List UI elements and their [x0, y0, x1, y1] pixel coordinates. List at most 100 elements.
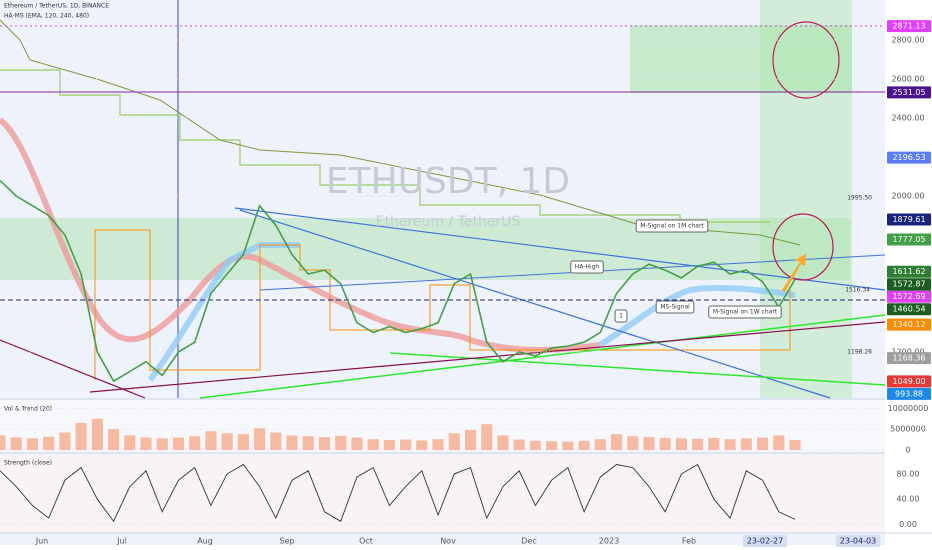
x-tick-label: 23-02-27	[747, 537, 783, 546]
volume-bar	[108, 429, 120, 450]
volume-bar	[0, 435, 6, 450]
volume-bar	[692, 438, 704, 450]
price-tag-label: 1049.00	[892, 377, 925, 386]
volume-bar	[416, 440, 428, 450]
annotation-box	[614, 309, 628, 323]
volume-bar	[270, 432, 282, 450]
price-tag	[887, 265, 931, 278]
volume-bar	[708, 437, 720, 450]
volume-bar	[789, 440, 801, 450]
volume-bar	[432, 439, 444, 450]
long-line	[0, 321, 886, 399]
price-tag	[887, 303, 931, 316]
arrow	[782, 254, 806, 292]
annotation: 1995.50	[847, 195, 872, 202]
price-tag-label: 2196.53	[892, 153, 925, 162]
price-tag-label: 1460.54	[892, 305, 925, 314]
volume-bar	[205, 431, 217, 450]
x-tick-label: Dec	[521, 537, 536, 546]
volume-bar	[383, 440, 395, 450]
volume-bar	[756, 437, 769, 450]
volume-bar	[59, 432, 71, 450]
annotation: 1	[619, 313, 623, 320]
annotation: 1516.34	[845, 287, 870, 294]
volume-bar	[91, 418, 103, 450]
watermark: ETHUSDT, 1D	[326, 161, 570, 202]
volume-bar	[189, 436, 201, 450]
price-tag-label: 993.88	[895, 389, 923, 398]
y-tick-label: 2400.00	[891, 113, 924, 122]
volume-bar	[302, 436, 314, 450]
x-tag	[742, 535, 788, 547]
volume-bar	[481, 424, 493, 450]
y-tick-label: 80.00	[897, 469, 920, 478]
volume-bar	[594, 439, 606, 450]
volume-bar	[610, 434, 623, 450]
circle-mark	[772, 21, 840, 99]
price-tag	[887, 86, 931, 99]
ha-ms-blue	[147, 242, 796, 382]
volume-bar	[546, 441, 558, 450]
volume-bar	[140, 437, 152, 450]
annotation: 1198.26	[847, 349, 872, 356]
y-tick-label: 2800.00	[891, 35, 924, 44]
volume-bar	[497, 435, 509, 450]
price-tag-label: 1777.05	[892, 235, 925, 244]
ha-low	[94, 229, 791, 380]
volume-bar	[578, 440, 590, 450]
volume-bar	[124, 435, 136, 450]
strength-title: Strength (close)	[4, 460, 52, 467]
y-tick-label: 10000000	[888, 404, 929, 413]
volume-bar	[529, 440, 541, 450]
strength-bg	[0, 455, 885, 532]
volume-bar	[448, 433, 460, 450]
price-tag	[887, 375, 931, 388]
y-tick-label: 5000000	[890, 425, 926, 434]
price-tag	[887, 290, 931, 303]
price-tag	[887, 352, 931, 365]
y-tick-label: 0	[905, 446, 910, 455]
volume-bar	[513, 439, 525, 450]
volume-bar	[26, 438, 39, 450]
price-tag	[887, 278, 931, 291]
volume-title: Vol & Trend (20)	[4, 406, 52, 413]
volume-bar	[221, 433, 233, 450]
y-tick-label: 2000.00	[891, 191, 924, 200]
volume-bar	[10, 437, 22, 450]
annotation: HA-High	[575, 264, 600, 271]
volume-bar	[172, 437, 185, 450]
x-tick-label: Jul	[116, 537, 127, 546]
zone	[760, 0, 852, 398]
price-tag	[887, 151, 931, 164]
support	[199, 314, 886, 399]
m-signal-1m	[0, 69, 770, 223]
price-tag-label: 1572.87	[892, 280, 925, 289]
volume-bar	[464, 430, 477, 450]
annotation: MS-Signal	[660, 304, 690, 311]
annotation-box	[635, 219, 709, 233]
x-tick-label: Sep	[279, 537, 294, 546]
y-tick-label: 1200.00	[891, 347, 924, 356]
x-tag	[835, 535, 881, 547]
volume-bar	[43, 436, 55, 450]
x-tick-label: Aug	[197, 537, 213, 546]
annotation: M-Signal on 1W chart	[713, 309, 778, 316]
zone	[0, 218, 850, 280]
y-tick-label: 0.00	[899, 520, 917, 529]
volume-bar	[335, 435, 347, 450]
volume-bar	[351, 437, 363, 450]
price-tag	[887, 213, 931, 226]
x-tick-label: Oct	[359, 537, 373, 546]
volume-bar	[237, 434, 249, 450]
strength-line	[0, 463, 796, 523]
price-tag-label: 1168.36	[892, 354, 925, 363]
annotation-box	[655, 300, 695, 314]
volume-bar	[562, 441, 574, 450]
zone	[630, 25, 852, 93]
volume-bar	[659, 437, 671, 450]
trendline	[239, 209, 831, 399]
watermark-sub: Ethereum / TetherUS	[376, 214, 521, 230]
chart-title: Ethereum / TetherUS, 1D, BINANCE	[4, 3, 109, 10]
volume-bar	[254, 428, 266, 450]
